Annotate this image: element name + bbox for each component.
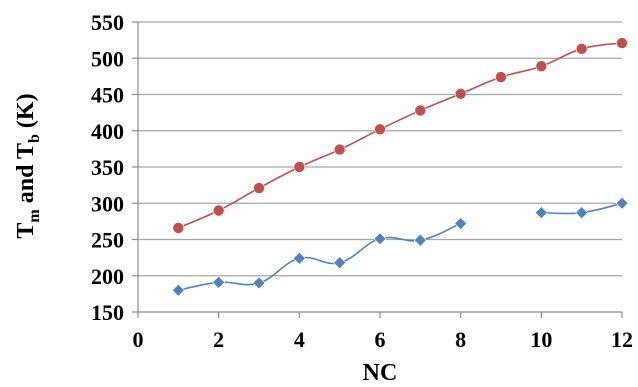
data-point (374, 123, 386, 136)
data-point (373, 232, 387, 246)
y-tick-label: 200 (91, 264, 124, 289)
y-tick-label: 300 (91, 191, 124, 216)
x-tick-label: 10 (530, 327, 552, 352)
y-tick-label: 500 (91, 46, 124, 71)
y-title-part: m (26, 209, 43, 223)
data-point (575, 43, 588, 55)
x-tick-label: 0 (133, 327, 144, 352)
data-point (333, 143, 346, 156)
data-point (454, 217, 468, 230)
series-line (178, 42, 623, 229)
y-tick-label: 450 (91, 83, 124, 108)
data-point (212, 275, 226, 289)
data-point (252, 276, 266, 290)
y-title-part: and T (13, 143, 39, 209)
x-tick-label: 4 (294, 327, 305, 352)
y-tick-label: 400 (91, 119, 124, 144)
y-title-part: b (26, 134, 43, 143)
y-title-part: (K) (13, 93, 39, 134)
tick-labels: 150 200 250 300 350 400 450 500 550 0 2 4 6 8 10 12 (91, 10, 633, 352)
data-point (333, 256, 347, 270)
y-tick-label: 150 (91, 300, 124, 325)
x-tick-label: 8 (455, 327, 466, 352)
y-axis-title: Tm and Tb (K) (13, 93, 43, 238)
data-point (534, 206, 548, 220)
data-point (615, 196, 629, 210)
data-point (616, 37, 628, 49)
axes (132, 21, 623, 318)
series-1 (171, 196, 629, 297)
data-point (171, 283, 185, 297)
data-point (293, 161, 306, 173)
x-axis-title: NC (363, 360, 398, 386)
data-point (172, 222, 185, 234)
series (171, 37, 629, 297)
data-point (292, 251, 306, 265)
data-point (495, 71, 507, 83)
y-title-part: T (13, 223, 39, 239)
data-point (575, 206, 589, 220)
y-tick-label: 250 (91, 228, 124, 253)
y-tick-label: 350 (91, 155, 124, 180)
x-tick-label: 6 (375, 327, 386, 352)
data-point (535, 60, 548, 73)
x-tick-label: 2 (213, 327, 224, 352)
data-point (413, 233, 427, 247)
y-tick-label: 550 (91, 10, 124, 35)
x-tick-label: 12 (611, 327, 633, 352)
series-0 (172, 37, 628, 234)
data-point (212, 204, 225, 217)
data-point (253, 182, 265, 194)
data-point (454, 87, 467, 100)
data-point (414, 104, 427, 117)
